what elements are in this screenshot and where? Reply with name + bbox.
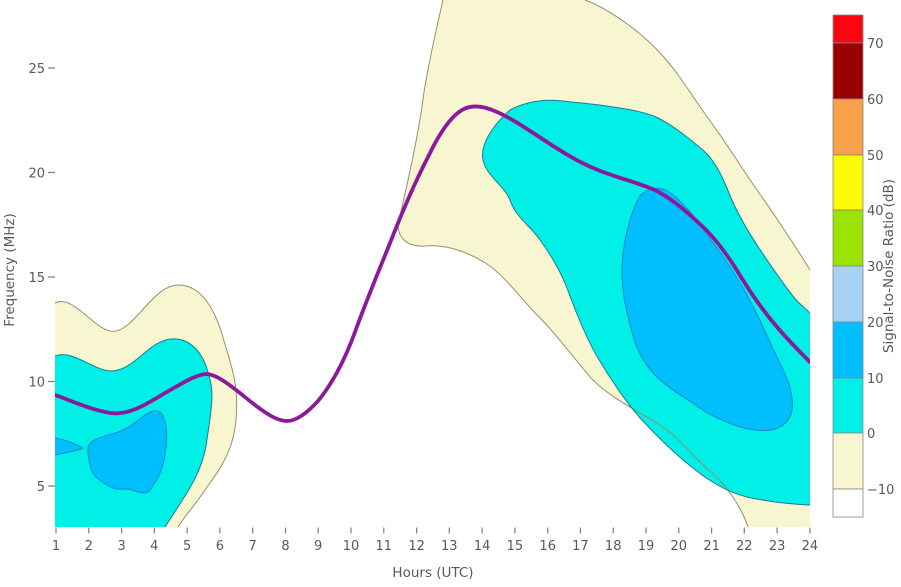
colorbar-cell xyxy=(832,209,864,267)
colorbar-cell xyxy=(832,42,864,100)
x-tick-label: 1 xyxy=(52,539,60,554)
contour-fill-left-10-20 xyxy=(87,410,167,494)
contour-line-right-cyan-top xyxy=(509,99,810,314)
colorbar-tick-label: 60 xyxy=(867,93,884,108)
y-tick-label: 5 xyxy=(37,480,45,495)
x-tick-label: 3 xyxy=(117,539,125,554)
colorbar-tick-labels: 70 60 50 40 30 20 10 0 −10 xyxy=(867,37,894,498)
y-tick-label: 25 xyxy=(28,62,45,77)
contour-line-left-sliver xyxy=(55,437,85,456)
x-tick-label: 21 xyxy=(703,539,720,554)
colorbar-tick-label: 30 xyxy=(867,260,884,275)
colorbar-tick-label: −10 xyxy=(867,483,894,498)
x-tick-label: 24 xyxy=(802,539,819,554)
colorbar-cell xyxy=(832,321,864,379)
colorbar-cell xyxy=(832,265,864,323)
colorbar-tick-label: 0 xyxy=(867,427,875,442)
x-tick-label: 7 xyxy=(249,539,257,554)
colorbar-tick-label: 50 xyxy=(867,149,884,164)
x-axis-ticks xyxy=(55,527,811,534)
x-tick-label: 11 xyxy=(376,539,393,554)
colorbar-title: Signal-to-Noise Ratio (dB) xyxy=(881,179,897,353)
x-tick-label: 18 xyxy=(605,539,622,554)
y-axis-tick-labels: 5 10 15 20 25 xyxy=(28,62,45,495)
x-tick-label: 22 xyxy=(736,539,753,554)
colorbar-tick-label: 10 xyxy=(867,372,884,387)
colorbar-tick-label: 40 xyxy=(867,204,884,219)
colorbar-cell xyxy=(832,488,864,518)
contour-line-right-outer-right xyxy=(584,0,810,271)
colorbar-cell xyxy=(832,377,864,434)
contour-line-left-cyan xyxy=(55,338,213,527)
y-axis-title: Frequency (MHz) xyxy=(2,213,18,326)
x-tick-label: 10 xyxy=(343,539,360,554)
colorbar-tick-label: 70 xyxy=(867,37,884,52)
x-tick-label: 19 xyxy=(638,539,655,554)
contour-line-left-outer xyxy=(55,284,238,527)
muf-curve-line xyxy=(55,104,810,423)
colorbar-cell xyxy=(832,432,864,490)
x-tick-label: 6 xyxy=(216,539,224,554)
y-tick-label: 15 xyxy=(28,271,45,286)
x-tick-label: 16 xyxy=(539,539,556,554)
x-tick-label: 15 xyxy=(507,539,524,554)
x-axis-tick-labels: 1 2 3 4 5 6 7 8 9 10 11 12 13 14 15 16 1… xyxy=(52,539,818,554)
colorbar-cell xyxy=(832,98,864,156)
contour-line-right-outer-left xyxy=(397,0,749,527)
colorbar xyxy=(832,14,864,518)
y-tick-label: 20 xyxy=(28,167,45,182)
x-tick-label: 5 xyxy=(183,539,191,554)
x-tick-label: 8 xyxy=(281,539,289,554)
x-axis-title: Hours (UTC) xyxy=(392,565,473,581)
contour-fill-right-10-20 xyxy=(622,188,793,431)
x-tick-label: 14 xyxy=(474,539,491,554)
y-axis-ticks xyxy=(48,67,55,487)
colorbar-tick-label: 20 xyxy=(867,316,884,331)
y-tick-label: 10 xyxy=(28,376,45,391)
contour-fill-left-sliver-10-20 xyxy=(55,438,83,455)
contour-line-right-blue xyxy=(621,187,793,432)
contour-line-left-blue xyxy=(87,410,168,494)
x-tick-label: 4 xyxy=(150,539,158,554)
x-tick-label: 13 xyxy=(441,539,458,554)
x-tick-label: 17 xyxy=(572,539,589,554)
colorbar-cell xyxy=(832,14,864,44)
colorbar-cell xyxy=(832,154,864,211)
x-tick-label: 2 xyxy=(85,539,93,554)
contour-line-right-cyan-bottom xyxy=(482,109,810,506)
x-tick-label: 9 xyxy=(314,539,322,554)
x-tick-label: 23 xyxy=(769,539,786,554)
x-tick-label: 12 xyxy=(408,539,425,554)
x-tick-label: 20 xyxy=(671,539,688,554)
